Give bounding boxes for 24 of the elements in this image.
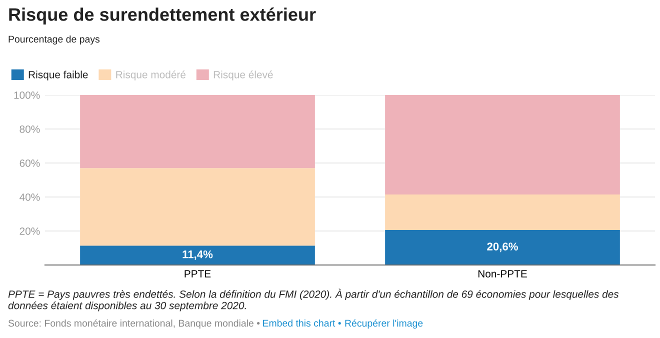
text: PPTE = Pays pauvres très endettés. Selon la définition du FMI (2020). À partir d'un échantillon de 69 économies pour lesquelles des données étaient disponibles au 30 septembre 2020. [8,288,619,312]
data-label: 20,6% [487,242,518,252]
text: Récupérer l'image [345,319,423,329]
bar [385,194,620,230]
legend-label: Risque élevé [214,70,273,80]
x-tick-label: PPTE [184,270,211,278]
y-tick-label: 40% [20,194,40,201]
source-note: Source: Fonds monétaire international, Banque mondiale • [8,319,260,329]
y-tick-label: 60% [20,160,40,167]
y-tick-label: 20% [20,228,40,235]
chart-title: Risque de surendettement extérieur [9,8,316,24]
chart-subtitle: Pourcentage de pays [8,35,100,45]
y-tick-label: 100% [14,92,40,99]
bar [80,95,315,168]
bar [80,246,315,265]
bar [385,95,620,194]
legend-label: Risque faible [28,70,88,80]
y-tick-label: 80% [20,126,40,133]
legend-label: Risque modéré [116,70,186,80]
data-label: 11,4% [182,250,213,260]
x-tick-label: Non-PPTE [478,270,527,278]
bar [80,168,315,246]
bar [385,230,620,265]
text: Embed this chart • [263,319,341,327]
